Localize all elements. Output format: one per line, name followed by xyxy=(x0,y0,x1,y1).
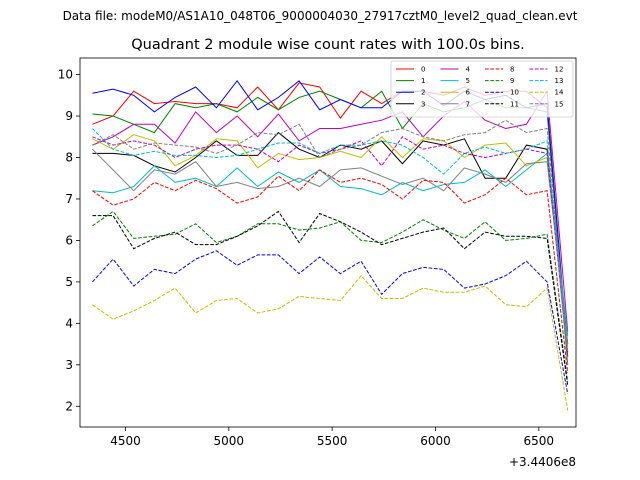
y-tick-label-9: 9 xyxy=(65,109,73,123)
series-layer xyxy=(92,79,569,411)
series-line-15 xyxy=(92,119,569,353)
x-tick-label-4500: 4500 xyxy=(110,434,141,448)
plot-area xyxy=(80,58,576,427)
legend-label-13: 13 xyxy=(555,77,564,85)
legend-label-5: 5 xyxy=(466,77,470,85)
legend-label-0: 0 xyxy=(421,66,425,74)
legend-label-10: 10 xyxy=(510,89,519,97)
legend-box xyxy=(390,60,574,118)
y-tick-label-3: 3 xyxy=(65,358,73,372)
x-axis: 4500 5000 5500 6000 6500 xyxy=(110,427,554,448)
y-tick-label-2: 2 xyxy=(65,399,73,413)
y-tick-label-8: 8 xyxy=(65,151,73,165)
y-tick-label-6: 6 xyxy=(65,233,73,247)
legend-label-7: 7 xyxy=(466,100,470,108)
axes-frame xyxy=(79,57,577,428)
y-tick-label-5: 5 xyxy=(65,275,73,289)
legend-label-3: 3 xyxy=(421,100,425,108)
y-tick-label-10: 10 xyxy=(58,68,73,82)
series-line-4 xyxy=(92,89,569,332)
chart-title: Quadrant 2 module wise count rates with … xyxy=(131,37,525,53)
legend-label-11: 11 xyxy=(510,100,519,108)
x-offset-label: +3.4406e8 xyxy=(509,455,576,469)
legend-label-15: 15 xyxy=(555,100,564,108)
legend-label-2: 2 xyxy=(421,89,425,97)
y-tick-label-7: 7 xyxy=(65,192,73,206)
x-tick-label-5000: 5000 xyxy=(214,434,245,448)
legend-label-14: 14 xyxy=(555,89,564,97)
x-tick-label-5500: 5500 xyxy=(317,434,348,448)
series-line-7 xyxy=(92,148,569,345)
series-line-6 xyxy=(92,134,569,349)
legend-label-8: 8 xyxy=(510,66,514,74)
y-axis: 2 3 4 5 6 7 8 9 10 xyxy=(58,68,80,413)
legend-label-1: 1 xyxy=(421,77,425,85)
legend-label-4: 4 xyxy=(466,66,471,74)
series-line-12 xyxy=(92,136,569,357)
series-line-10 xyxy=(92,250,569,394)
legend-label-12: 12 xyxy=(555,66,564,74)
suptitle: Data file: modeM0/AS1A10_048T06_90000040… xyxy=(63,9,578,23)
legend-label-9: 9 xyxy=(510,77,514,85)
series-line-11 xyxy=(92,210,569,386)
y-tick-label-4: 4 xyxy=(65,316,73,330)
series-line-13 xyxy=(92,128,569,365)
x-tick-label-6500: 6500 xyxy=(524,434,555,448)
series-line-8 xyxy=(92,169,569,374)
series-line-9 xyxy=(92,210,569,382)
x-tick-label-6000: 6000 xyxy=(420,434,451,448)
legend-label-6: 6 xyxy=(466,89,471,97)
series-line-14 xyxy=(92,274,569,411)
